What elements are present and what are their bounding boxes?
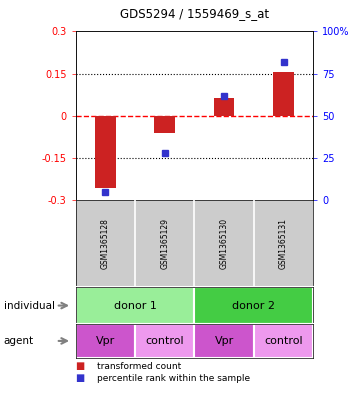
Bar [95,116,116,188]
Text: percentile rank within the sample: percentile rank within the sample [97,374,250,382]
Bar [154,116,175,133]
Text: transformed count: transformed count [97,362,181,371]
Bar [135,324,194,358]
Bar [194,324,254,358]
Bar [273,72,294,116]
Text: donor 1: donor 1 [113,301,157,310]
Text: GSM1365131: GSM1365131 [279,218,288,269]
Text: control: control [145,336,184,346]
Text: Vpr: Vpr [96,336,115,346]
Text: control: control [264,336,303,346]
Text: agent: agent [4,336,34,346]
Bar [254,324,313,358]
Text: donor 2: donor 2 [232,301,275,310]
Text: GSM1365130: GSM1365130 [220,218,229,269]
Bar [194,287,313,324]
Bar [76,287,194,324]
Text: individual: individual [4,301,55,310]
Text: ■: ■ [76,373,85,383]
Text: ■: ■ [76,361,85,371]
Bar [76,324,135,358]
Text: Vpr: Vpr [215,336,234,346]
Text: GSM1365129: GSM1365129 [160,218,169,269]
Text: GDS5294 / 1559469_s_at: GDS5294 / 1559469_s_at [120,7,269,20]
Text: GSM1365128: GSM1365128 [101,218,110,269]
Bar [214,97,234,116]
